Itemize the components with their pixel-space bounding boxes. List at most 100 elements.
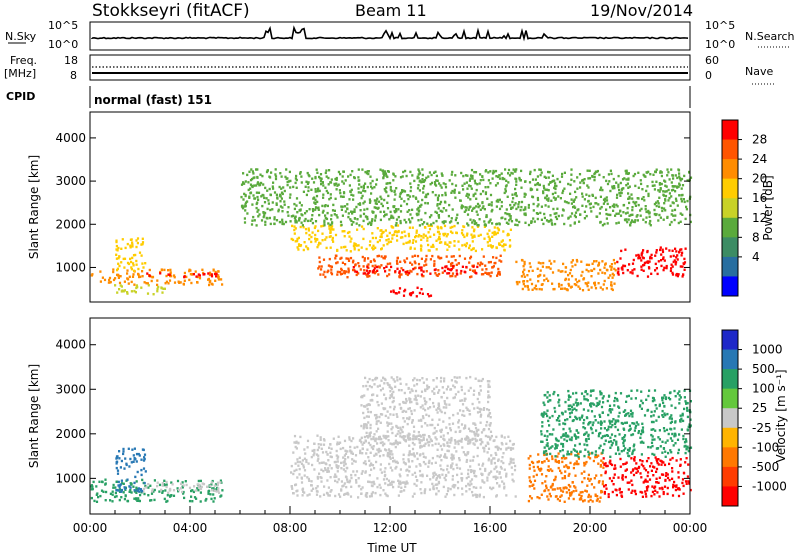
vel-data-cell xyxy=(655,458,658,461)
vel-data-cell xyxy=(334,479,337,483)
power-data-cell xyxy=(646,275,650,278)
power-data-cell xyxy=(434,210,437,214)
power-data-cell xyxy=(486,232,489,235)
vel-data-cell xyxy=(480,440,483,444)
vel-data-cell xyxy=(423,399,427,403)
vel-data-cell xyxy=(583,461,586,465)
power-data-cell xyxy=(370,222,373,225)
vel-data-cell xyxy=(540,440,543,443)
power-data-cell xyxy=(576,187,579,190)
vel-data-cell xyxy=(640,432,643,436)
power-data-cell xyxy=(657,219,660,222)
power-data-cell xyxy=(323,270,326,274)
vel-data-cell xyxy=(529,454,532,458)
vel-data-cell xyxy=(487,473,490,476)
power-data-cell xyxy=(469,275,472,279)
vel-data-cell xyxy=(388,483,392,486)
power-data-cell xyxy=(382,176,385,180)
vel-data-cell xyxy=(472,455,475,459)
power-data-cell xyxy=(662,256,665,259)
vel-data-cell xyxy=(563,475,566,478)
power-data-cell xyxy=(624,212,628,215)
vel-data-cell xyxy=(433,426,436,430)
vel-data-cell xyxy=(120,459,123,463)
colorbar-swatch xyxy=(722,120,738,141)
vel-data-cell xyxy=(619,465,622,468)
vel-data-cell xyxy=(587,453,590,456)
power-data-cell xyxy=(411,208,414,211)
power-data-cell xyxy=(655,251,658,254)
power-data-cell xyxy=(126,277,129,280)
power-data-cell xyxy=(323,224,326,227)
power-data-cell xyxy=(391,234,394,237)
vel-data-cell xyxy=(457,486,460,490)
power-data-cell xyxy=(343,205,347,208)
vel-data-cell xyxy=(313,442,316,445)
power-data-cell xyxy=(612,203,616,206)
vel-data-cell xyxy=(373,414,377,417)
vel-data-cell xyxy=(383,442,386,446)
vel-data-cell xyxy=(673,389,676,393)
power-data-cell xyxy=(281,192,284,196)
vel-data-cell xyxy=(360,488,363,491)
vel-data-cell xyxy=(373,454,376,457)
vel-data-cell xyxy=(575,404,579,407)
vel-data-cell xyxy=(361,395,364,399)
power-data-cell xyxy=(501,244,504,248)
vel-data-cell xyxy=(606,399,609,403)
power-data-cell xyxy=(672,214,675,217)
vel-data-cell xyxy=(408,416,411,419)
vel-data-cell xyxy=(587,437,590,440)
power-data-cell xyxy=(353,248,356,251)
vel-data-cell xyxy=(677,448,680,452)
vel-data-cell xyxy=(337,478,340,481)
vel-data-cell xyxy=(386,454,389,457)
vel-data-cell xyxy=(163,497,166,501)
power-data-cell xyxy=(243,182,246,185)
power-data-cell xyxy=(416,254,420,258)
power-data-cell xyxy=(393,198,396,201)
power-data-cell xyxy=(569,192,572,195)
vel-data-cell xyxy=(505,475,508,478)
vel-data-cell xyxy=(571,481,574,484)
power-data-cell xyxy=(670,189,674,192)
vel-data-cell xyxy=(391,453,394,456)
vel-data-cell xyxy=(435,492,438,495)
power-data-cell xyxy=(351,212,354,215)
power-data-cell xyxy=(458,248,461,251)
vel-data-cell xyxy=(372,437,375,441)
vel-data-cell xyxy=(541,425,544,428)
power-data-cell xyxy=(284,220,288,224)
power-data-cell xyxy=(310,188,313,191)
vel-data-cell xyxy=(652,428,655,431)
power-data-cell xyxy=(648,215,651,218)
power-data-cell xyxy=(386,242,389,246)
vel-data-cell xyxy=(348,481,351,484)
power-data-cell xyxy=(664,194,668,198)
power-data-cell xyxy=(383,188,386,191)
power-data-cell xyxy=(294,240,297,243)
power-data-cell xyxy=(118,264,121,268)
power-data-cell xyxy=(150,279,153,283)
power-data-cell xyxy=(333,213,336,216)
power-data-cell xyxy=(393,230,396,234)
power-data-cell xyxy=(351,210,354,214)
vel-data-cell xyxy=(608,461,611,464)
power-data-cell xyxy=(606,222,609,225)
power-data-cell xyxy=(405,202,409,206)
power-data-cell xyxy=(319,179,323,183)
vel-data-cell xyxy=(480,413,483,416)
power-panel-frame xyxy=(89,111,691,303)
power-data-cell xyxy=(414,266,417,269)
power-data-cell xyxy=(641,188,644,191)
power-data-cell xyxy=(504,190,507,193)
power-data-cell xyxy=(450,191,453,194)
power-data-cell xyxy=(464,206,467,209)
power-data-cell xyxy=(540,218,543,221)
power-data-cell xyxy=(681,275,684,278)
vel-data-cell xyxy=(600,420,603,423)
power-data-cell xyxy=(296,211,299,214)
power-data-cell xyxy=(611,204,614,208)
vel-data-cell xyxy=(583,398,586,401)
vel-data-cell xyxy=(142,448,145,452)
